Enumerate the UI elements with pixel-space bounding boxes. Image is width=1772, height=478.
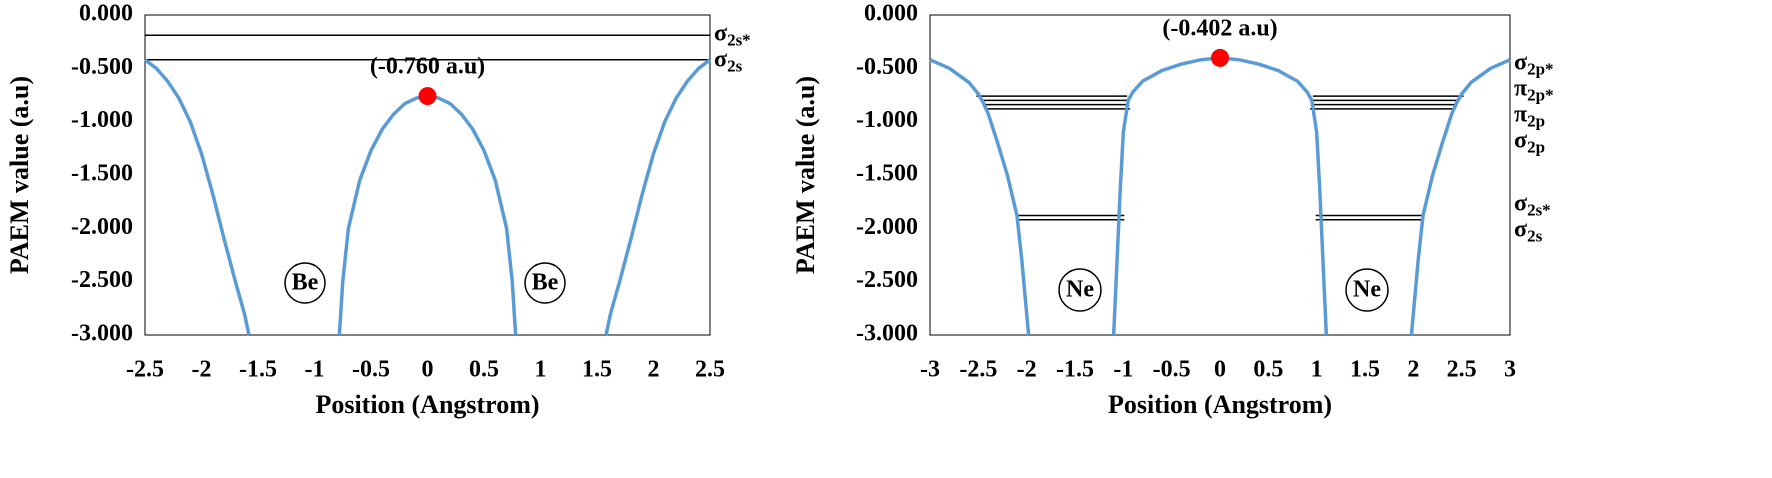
- level-symbol: σ: [714, 46, 727, 72]
- plot-frame: [929, 14, 1511, 336]
- level-subscript: 2p: [1527, 137, 1545, 156]
- y-tick-label: -1.000: [71, 107, 133, 133]
- level-subscript: 2p*: [1527, 59, 1553, 78]
- y-tick-label: -2.000: [856, 214, 918, 240]
- x-tick-label: -1.5: [1056, 357, 1094, 383]
- x-tick-label: -1: [305, 357, 325, 383]
- x-tick-label: -1.5: [239, 357, 277, 383]
- y-tick-label: 0.000: [79, 1, 133, 27]
- x-tick-label: -2: [1017, 357, 1037, 383]
- peak-label: (-0.402 a.u): [1162, 15, 1277, 41]
- x-tick-label: 3: [1504, 357, 1516, 383]
- level-symbol: π: [1514, 101, 1527, 127]
- x-axis-title: Position (Angstrom): [1108, 390, 1332, 419]
- level-label: σ2s*: [714, 20, 751, 49]
- level-label: π2p*: [1514, 75, 1554, 104]
- x-tick-label: 0: [422, 357, 434, 383]
- x-tick-label: 0.5: [1253, 357, 1283, 383]
- level-label: σ2p: [1514, 127, 1545, 156]
- atom-circle: [524, 262, 566, 304]
- level-symbol: σ: [1514, 216, 1527, 242]
- atom-label: Ne: [1066, 277, 1094, 303]
- level-symbol: π: [1514, 75, 1527, 101]
- peak-point: [418, 87, 437, 106]
- level-subscript: 2p: [1527, 111, 1545, 130]
- y-tick-label: -3.000: [856, 321, 918, 347]
- peak-point: [1211, 48, 1229, 67]
- x-tick-label: -0.5: [352, 357, 390, 383]
- level-symbol: σ: [1514, 49, 1527, 75]
- y-tick-label: -3.000: [71, 321, 133, 347]
- level-label: σ2s: [714, 46, 743, 75]
- x-tick-label: 0: [1214, 357, 1226, 383]
- level-symbol: σ: [1514, 127, 1527, 153]
- x-tick-label: -3: [920, 357, 940, 383]
- x-tick-label: 2.5: [1447, 357, 1477, 383]
- x-tick-label: -0.5: [1153, 357, 1191, 383]
- x-tick-label: -2.5: [959, 357, 997, 383]
- x-tick-label: -1: [1113, 357, 1133, 383]
- y-tick-label: -0.500: [71, 54, 133, 80]
- y-tick-label: -2.500: [71, 267, 133, 293]
- curve: [929, 56, 1511, 336]
- x-tick-label: -2.5: [126, 357, 164, 383]
- peak-label: (-0.760 a.u): [370, 54, 485, 80]
- y-axis-title: PAEM value (a.u): [791, 76, 820, 274]
- atom-label: Be: [532, 270, 559, 296]
- atom-circle: [284, 262, 326, 304]
- y-tick-label: -1.000: [856, 107, 918, 133]
- level-symbol: σ: [1514, 190, 1527, 216]
- x-tick-label: -2: [192, 357, 212, 383]
- x-tick-label: 1.5: [582, 357, 612, 383]
- x-tick-label: 2.5: [695, 357, 725, 383]
- x-tick-label: 1: [535, 357, 547, 383]
- x-tick-label: 2: [1407, 357, 1419, 383]
- level-subscript: 2p*: [1527, 85, 1553, 104]
- x-tick-label: 1: [1311, 357, 1323, 383]
- x-tick-label: 1.5: [1350, 357, 1380, 383]
- y-tick-label: -2.500: [856, 267, 918, 293]
- level-label: σ2s*: [1514, 190, 1551, 219]
- plot-frame: [144, 14, 711, 336]
- x-tick-label: 2: [648, 357, 660, 383]
- y-tick-label: -0.500: [856, 54, 918, 80]
- y-tick-label: -2.000: [71, 214, 133, 240]
- level-label: σ2s: [1514, 216, 1543, 245]
- level-subscript: 2s*: [1527, 201, 1551, 220]
- y-tick-label: -1.500: [71, 161, 133, 187]
- atom-label: Ne: [1353, 277, 1381, 303]
- atom-label: Be: [292, 270, 319, 296]
- level-subscript: 2s: [1527, 227, 1543, 246]
- y-axis-title: PAEM value (a.u): [5, 76, 34, 274]
- atom-circle: [1058, 268, 1102, 312]
- atom-circle: [1345, 268, 1389, 312]
- y-tick-label: -1.500: [856, 161, 918, 187]
- level-subscript: 2s*: [727, 30, 751, 49]
- y-tick-label: 0.000: [864, 1, 918, 27]
- level-label: σ2p*: [1514, 49, 1554, 78]
- atom-labels: Be Be Ne Ne: [284, 262, 1389, 312]
- level-symbol: σ: [714, 20, 727, 46]
- x-axis-title: Position (Angstrom): [315, 390, 539, 419]
- x-tick-label: 0.5: [469, 357, 499, 383]
- level-label: π2p: [1514, 101, 1545, 130]
- level-subscript: 2s: [727, 56, 743, 75]
